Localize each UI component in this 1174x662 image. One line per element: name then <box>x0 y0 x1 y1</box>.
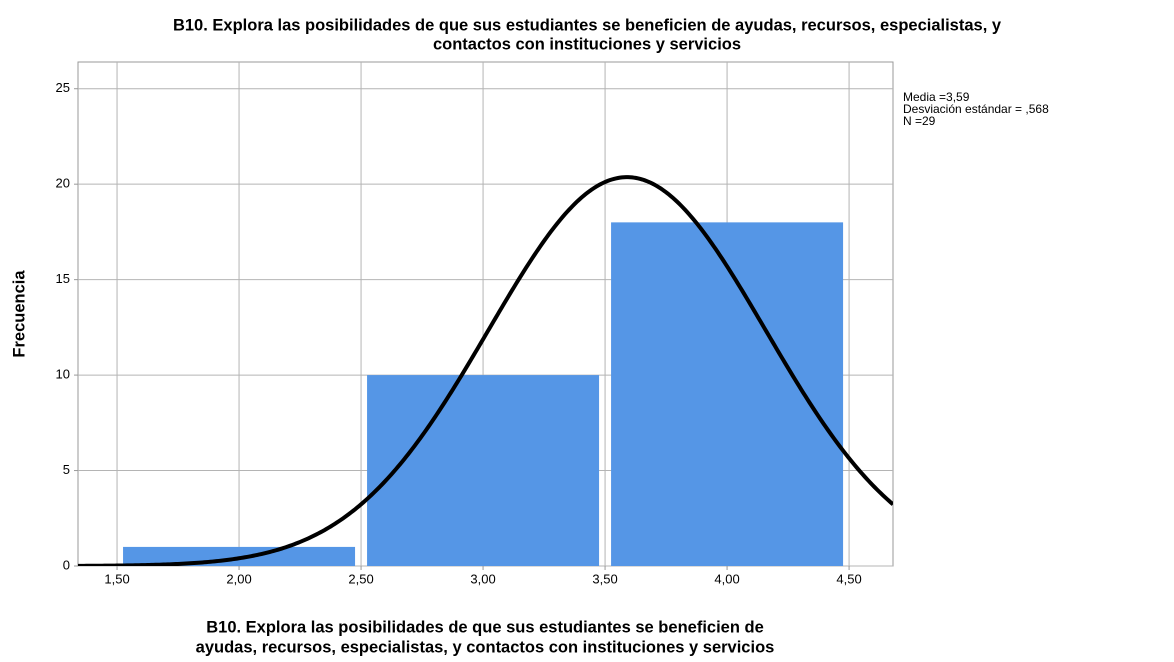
y-tick-label: 0 <box>63 557 70 572</box>
stat-n: N =29 <box>903 114 936 128</box>
chart-title: contactos con instituciones y servicios <box>433 35 741 53</box>
y-axis-label: Frecuencia <box>10 270 28 358</box>
y-tick-label: 10 <box>56 367 70 382</box>
y-tick-label: 15 <box>56 271 70 286</box>
stat-mean: Media =3,59 <box>903 90 970 104</box>
y-tick-label: 25 <box>56 80 70 95</box>
x-tick-label: 1,50 <box>104 571 129 586</box>
x-tick-label: 2,00 <box>226 571 251 586</box>
y-tick-label: 20 <box>56 176 70 191</box>
chart-title: B10. Explora las posibilidades de que su… <box>173 16 1002 34</box>
x-axis-label: B10. Explora las posibilidades de que su… <box>206 618 764 636</box>
x-tick-label: 3,50 <box>592 571 617 586</box>
x-tick-label: 2,50 <box>348 571 373 586</box>
x-tick-label: 3,00 <box>470 571 495 586</box>
normal-curve <box>78 175 893 566</box>
stat-sd: Desviación estándar = ,568 <box>903 102 1049 116</box>
y-tick-label: 5 <box>63 462 70 477</box>
bar <box>367 375 600 566</box>
x-tick-label: 4,50 <box>836 571 861 586</box>
x-tick-label: 4,00 <box>714 571 739 586</box>
x-axis-label: ayudas, recursos, especialistas, y conta… <box>196 638 775 656</box>
bar <box>611 222 844 566</box>
